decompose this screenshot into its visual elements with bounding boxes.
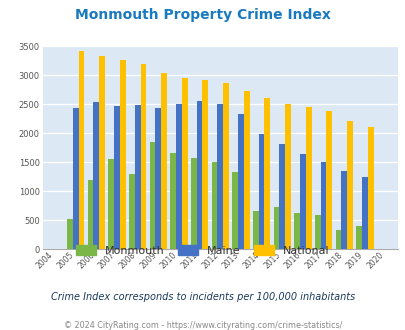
Bar — [355, 226, 361, 249]
Bar — [284, 104, 290, 249]
Bar — [170, 153, 176, 249]
Bar — [335, 230, 341, 249]
Bar — [161, 73, 166, 249]
Bar — [264, 98, 270, 249]
Bar — [237, 114, 243, 249]
Bar — [232, 172, 237, 249]
Bar — [114, 106, 119, 249]
Bar — [202, 80, 208, 249]
Bar — [294, 213, 299, 249]
Bar — [279, 144, 284, 249]
Bar — [149, 142, 155, 249]
Bar — [217, 104, 223, 249]
Bar — [129, 174, 134, 249]
Bar — [252, 211, 258, 249]
Text: Crime Index corresponds to incidents per 100,000 inhabitants: Crime Index corresponds to incidents per… — [51, 292, 354, 302]
Bar — [299, 154, 305, 249]
Bar — [79, 51, 84, 249]
Bar — [314, 214, 320, 249]
Bar — [99, 56, 105, 249]
Bar — [140, 64, 146, 249]
Bar — [361, 177, 367, 249]
Bar — [223, 83, 228, 249]
Bar — [72, 108, 79, 249]
Bar — [367, 127, 373, 249]
Bar — [181, 78, 187, 249]
Text: Monmouth Property Crime Index: Monmouth Property Crime Index — [75, 8, 330, 22]
Bar — [341, 171, 346, 249]
Bar — [211, 162, 217, 249]
Bar — [93, 102, 99, 249]
Bar — [155, 108, 161, 249]
Bar — [346, 121, 352, 249]
Bar — [67, 219, 72, 249]
Bar — [190, 158, 196, 249]
Bar — [326, 111, 331, 249]
Bar — [320, 162, 326, 249]
Bar — [243, 91, 249, 249]
Legend: Monmouth, Maine, National: Monmouth, Maine, National — [72, 241, 333, 260]
Bar — [258, 134, 264, 249]
Text: © 2024 CityRating.com - https://www.cityrating.com/crime-statistics/: © 2024 CityRating.com - https://www.city… — [64, 321, 341, 330]
Bar — [134, 105, 140, 249]
Bar — [119, 60, 126, 249]
Bar — [305, 107, 311, 249]
Bar — [176, 104, 181, 249]
Bar — [196, 101, 202, 249]
Bar — [108, 159, 114, 249]
Bar — [87, 180, 93, 249]
Bar — [273, 207, 279, 249]
